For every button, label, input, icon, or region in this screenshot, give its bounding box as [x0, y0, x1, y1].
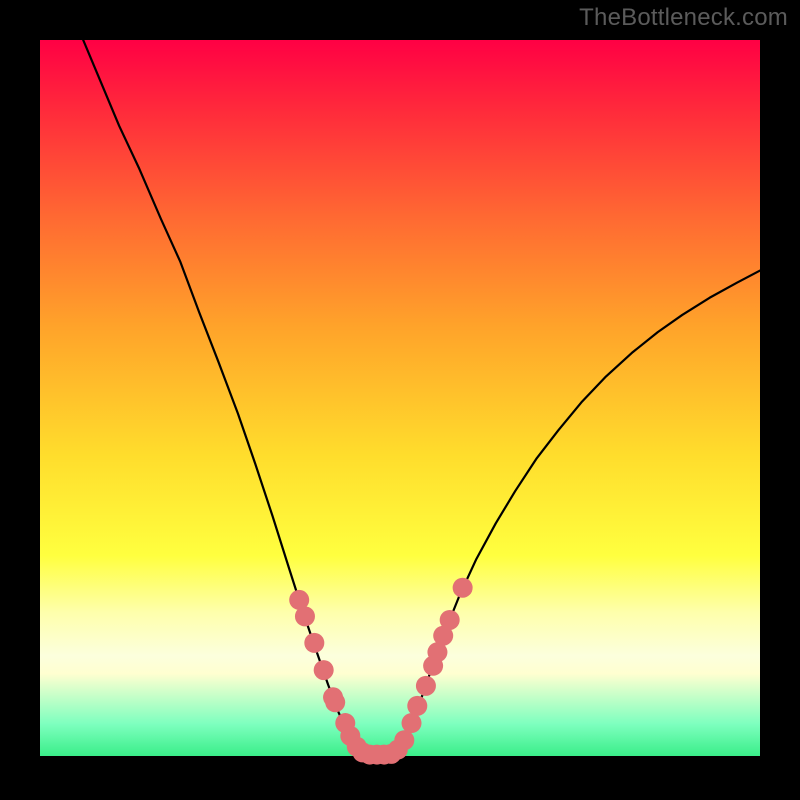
data-marker [394, 730, 414, 750]
chart-container: TheBottleneck.com [0, 0, 800, 800]
data-marker [304, 633, 324, 653]
data-marker [325, 692, 345, 712]
watermark: TheBottleneck.com [579, 4, 788, 32]
data-marker [416, 676, 436, 696]
data-marker [314, 660, 334, 680]
data-marker [295, 606, 315, 626]
data-marker [407, 696, 427, 716]
data-marker [402, 713, 422, 733]
plot-background [40, 40, 760, 756]
data-marker [453, 578, 473, 598]
chart-svg [0, 0, 800, 800]
data-marker [440, 610, 460, 630]
